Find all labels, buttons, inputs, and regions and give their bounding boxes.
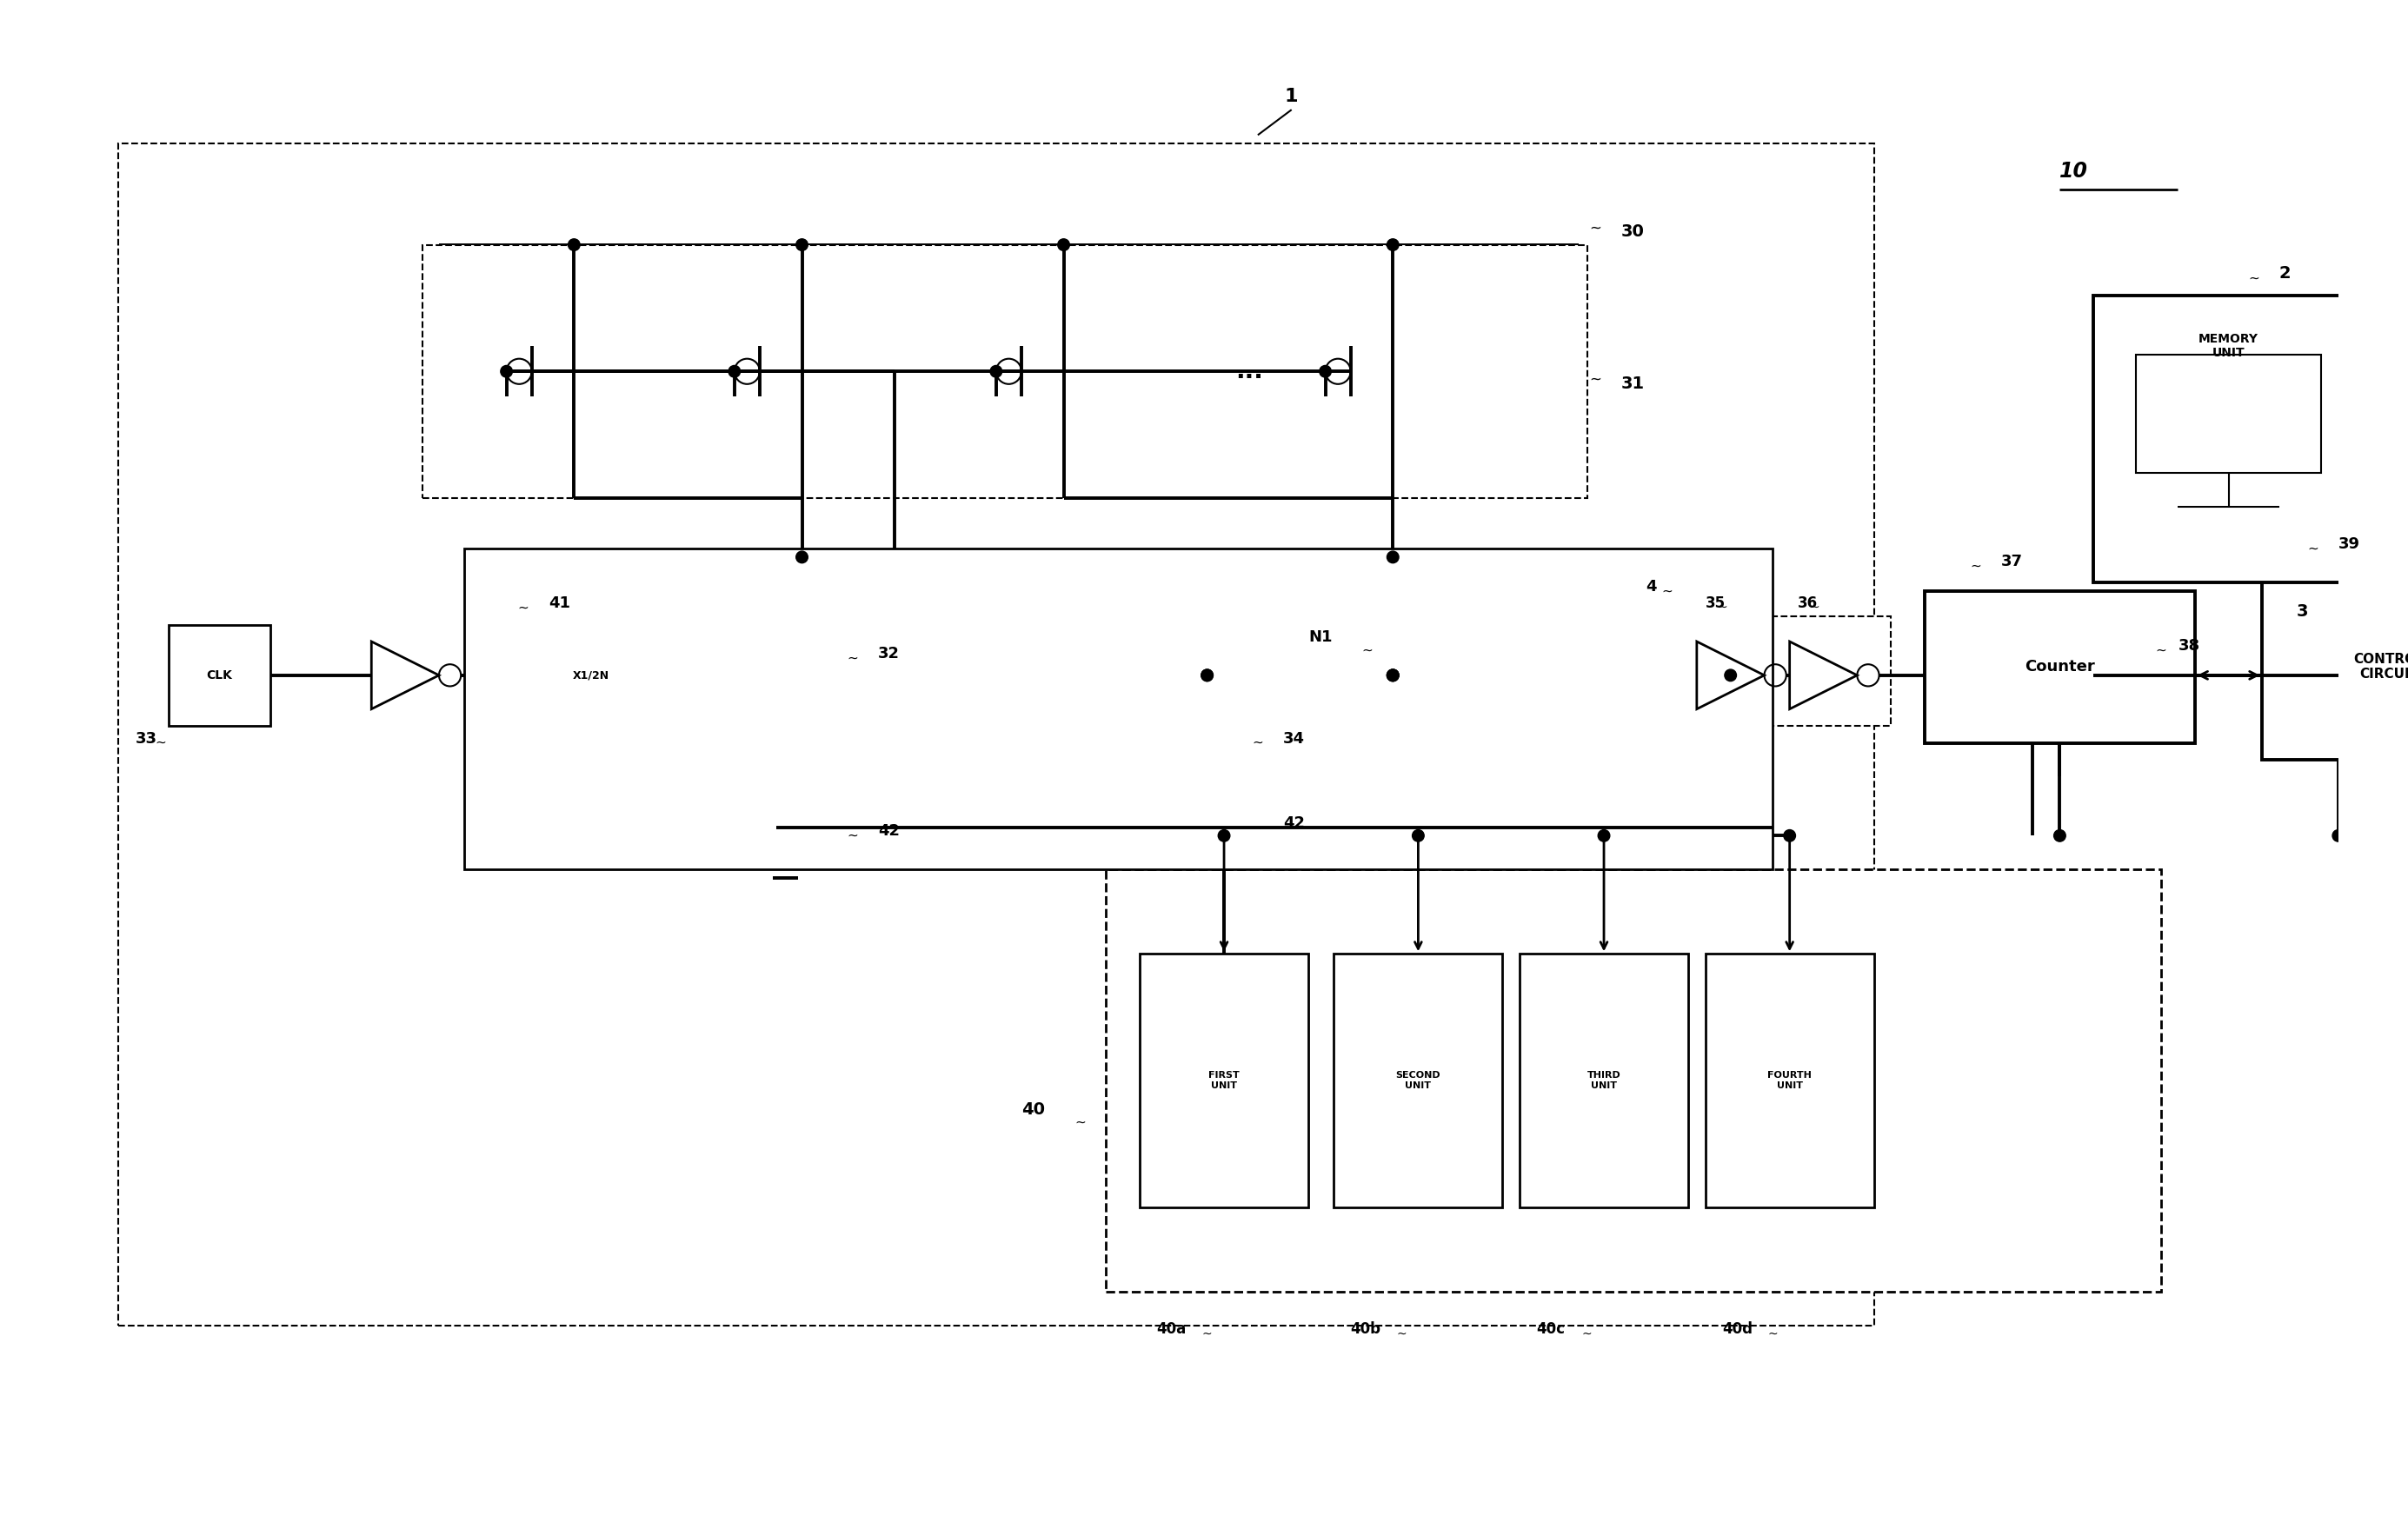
- Circle shape: [1387, 670, 1399, 681]
- Text: ~: ~: [2307, 543, 2319, 555]
- Text: 33: 33: [135, 731, 157, 746]
- Bar: [1671, 615, 1890, 726]
- Text: ~: ~: [1582, 1328, 1592, 1340]
- Text: SECOND
UNIT: SECOND UNIT: [1397, 1072, 1440, 1090]
- Bar: [1705, 954, 1873, 1207]
- Circle shape: [1411, 829, 1423, 841]
- Bar: [2093, 296, 2365, 582]
- Text: ~: ~: [1589, 371, 1601, 388]
- Circle shape: [797, 552, 807, 562]
- Text: 36: 36: [1799, 596, 1818, 611]
- Text: ~: ~: [1363, 643, 1373, 656]
- Text: ~: ~: [1252, 820, 1264, 834]
- Text: 1: 1: [1286, 88, 1298, 105]
- Text: CONTROL
CIRCUIT: CONTROL CIRCUIT: [2353, 653, 2408, 681]
- Circle shape: [568, 240, 580, 250]
- Bar: [465, 549, 1772, 869]
- Text: 37: 37: [2001, 553, 2023, 568]
- Text: 42: 42: [1283, 816, 1305, 831]
- Text: ~: ~: [2155, 643, 2167, 656]
- Text: ~: ~: [518, 602, 530, 614]
- Circle shape: [1387, 240, 1399, 250]
- Text: ~: ~: [2249, 271, 2259, 285]
- Text: ~: ~: [1767, 1328, 1777, 1340]
- Circle shape: [1387, 552, 1399, 562]
- Text: ~: ~: [1252, 737, 1264, 749]
- Text: 35: 35: [1705, 596, 1724, 611]
- Text: 40b: 40b: [1351, 1322, 1382, 1337]
- Text: ~: ~: [1074, 1116, 1086, 1129]
- Text: 3: 3: [2297, 603, 2307, 620]
- Circle shape: [1387, 670, 1399, 681]
- Circle shape: [1320, 365, 1332, 377]
- Text: 40: 40: [1021, 1101, 1045, 1117]
- Text: 2: 2: [2280, 265, 2290, 282]
- Bar: [1139, 954, 1308, 1207]
- Text: THIRD
UNIT: THIRD UNIT: [1587, 1072, 1621, 1090]
- Circle shape: [730, 365, 739, 377]
- Text: ~: ~: [848, 829, 857, 843]
- Circle shape: [990, 365, 1002, 377]
- Circle shape: [1387, 670, 1399, 681]
- Text: FIRST
UNIT: FIRST UNIT: [1209, 1072, 1240, 1090]
- Circle shape: [1202, 670, 1214, 681]
- Text: CLK: CLK: [207, 669, 234, 681]
- Text: ~: ~: [1970, 559, 1982, 572]
- Bar: [169, 625, 270, 726]
- Circle shape: [1599, 829, 1611, 841]
- Text: 32: 32: [879, 646, 901, 662]
- Text: ~: ~: [848, 652, 857, 666]
- Bar: [1334, 954, 1503, 1207]
- Text: N1: N1: [1308, 629, 1332, 644]
- Bar: [1105, 869, 2160, 1292]
- Circle shape: [1784, 829, 1796, 841]
- Text: ...: ...: [1235, 359, 1264, 384]
- Bar: [1924, 591, 2194, 743]
- Text: FOURTH
UNIT: FOURTH UNIT: [1767, 1072, 1811, 1090]
- Bar: [1519, 954, 1688, 1207]
- Text: 10: 10: [2059, 161, 2088, 182]
- Text: ~: ~: [1589, 220, 1601, 235]
- Text: 40a: 40a: [1156, 1322, 1187, 1337]
- Text: ~: ~: [1811, 602, 1820, 614]
- Text: 34: 34: [1283, 731, 1305, 746]
- Text: ~: ~: [1397, 1328, 1406, 1340]
- Circle shape: [2054, 829, 2066, 841]
- Circle shape: [501, 365, 513, 377]
- Text: X1/2N: X1/2N: [573, 670, 609, 681]
- Circle shape: [2333, 829, 2345, 841]
- Circle shape: [1218, 829, 1230, 841]
- Bar: [2264, 575, 2408, 760]
- Text: ~: ~: [1717, 602, 1727, 614]
- Text: 31: 31: [1621, 376, 1645, 391]
- Text: ~: ~: [1662, 584, 1674, 597]
- Text: 41: 41: [549, 596, 571, 611]
- Text: Counter: Counter: [2025, 659, 2095, 675]
- Text: ~: ~: [1202, 1328, 1211, 1340]
- Text: 4: 4: [1647, 579, 1657, 594]
- Text: 42: 42: [879, 823, 901, 840]
- Bar: [421, 244, 1587, 499]
- Text: 39: 39: [2338, 537, 2360, 552]
- Circle shape: [1202, 670, 1214, 681]
- Circle shape: [797, 240, 807, 250]
- Text: 30: 30: [1621, 223, 1645, 240]
- Bar: [2136, 355, 2321, 473]
- Circle shape: [1057, 240, 1069, 250]
- Text: 40d: 40d: [1722, 1322, 1753, 1337]
- Text: MEMORY
UNIT: MEMORY UNIT: [2199, 334, 2259, 359]
- Text: ~: ~: [154, 737, 166, 749]
- Text: 38: 38: [2177, 638, 2201, 653]
- Bar: [118, 144, 1873, 1325]
- Bar: [506, 625, 674, 726]
- Circle shape: [1724, 670, 1736, 681]
- Text: 40c: 40c: [1536, 1322, 1565, 1337]
